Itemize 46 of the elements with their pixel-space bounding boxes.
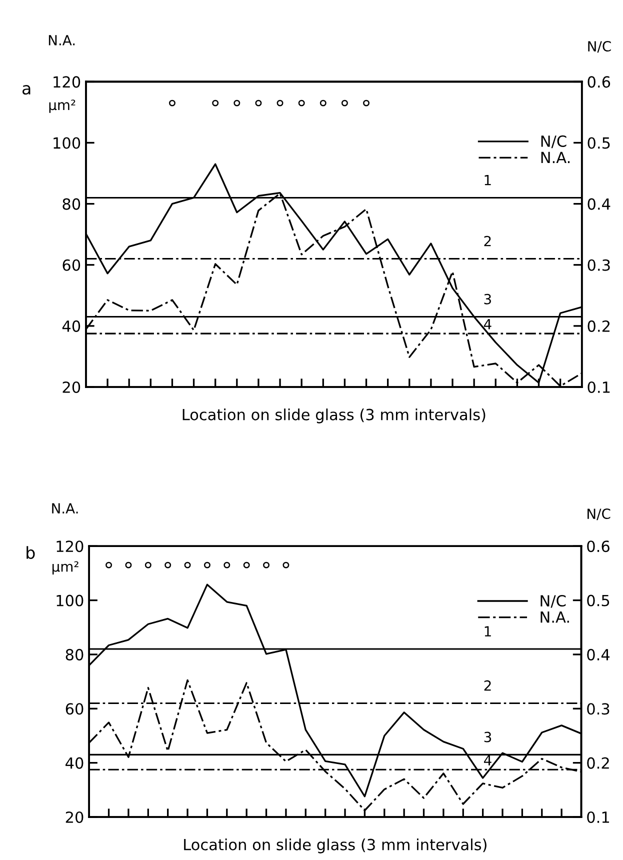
y2-axis-title: N/C	[588, 508, 610, 520]
legend-label: N/C	[541, 135, 566, 148]
y2-tick-label: 0.6	[587, 540, 610, 552]
y-tick-label: 120	[56, 540, 84, 552]
chart-title: b	[26, 546, 35, 559]
annotation: 4	[484, 319, 492, 330]
y2-tick-label: 0.3	[588, 259, 610, 271]
y2-tick-label: 0.2	[587, 757, 609, 769]
y2-tick-label: 0.2	[588, 320, 610, 332]
y2-tick-label: 0.4	[587, 648, 610, 660]
x-axis-title: Location on slide glass (3 mm intervals)	[182, 408, 486, 424]
y-tick-label: 100	[54, 137, 80, 149]
annotation: 2	[484, 680, 491, 691]
legend-label: N/C	[540, 594, 566, 608]
annotation: 2	[484, 236, 491, 246]
legend-label: N.A.	[541, 152, 570, 164]
annotation: 1	[484, 626, 491, 636]
y-tick-label: 100	[56, 594, 84, 606]
legend-label: N.A.	[540, 612, 569, 623]
y-tick-label: 60	[62, 259, 80, 271]
annotation: 3	[484, 294, 491, 304]
text: µm²	[52, 561, 78, 574]
y-tick-label: 40	[66, 757, 84, 769]
y-tick-label: 60	[66, 703, 84, 715]
y2-tick-label: 0.5	[588, 137, 610, 149]
annotation: 4	[484, 755, 492, 766]
y-tick-label: 40	[62, 320, 80, 332]
y2-tick-label: 0.6	[588, 76, 610, 88]
y-tick-label: 80	[66, 648, 84, 660]
y-tick-label: 120	[54, 76, 80, 88]
y-tick-label: 20	[62, 381, 80, 394]
annotation: 3	[484, 732, 492, 742]
y2-tick-label: 0.3	[587, 703, 610, 715]
y-axis-title: N.A.	[48, 35, 75, 46]
text: µm²	[49, 100, 76, 113]
y2-tick-label: 0.1	[587, 811, 610, 824]
x-axis-title: Location on slide glass (3 mm intervals)	[184, 838, 486, 854]
y2-axis-title: N/C	[588, 41, 611, 53]
y2-tick-label: 0.1	[588, 381, 610, 394]
y-axis-title: N.A.	[52, 503, 78, 514]
chart-title: a	[22, 85, 30, 95]
y2-tick-label: 0.4	[588, 198, 610, 210]
y-tick-label: 20	[66, 811, 84, 824]
annotation: 1	[484, 174, 491, 186]
y-tick-label: 80	[62, 198, 80, 210]
y2-tick-label: 0.5	[587, 594, 610, 606]
